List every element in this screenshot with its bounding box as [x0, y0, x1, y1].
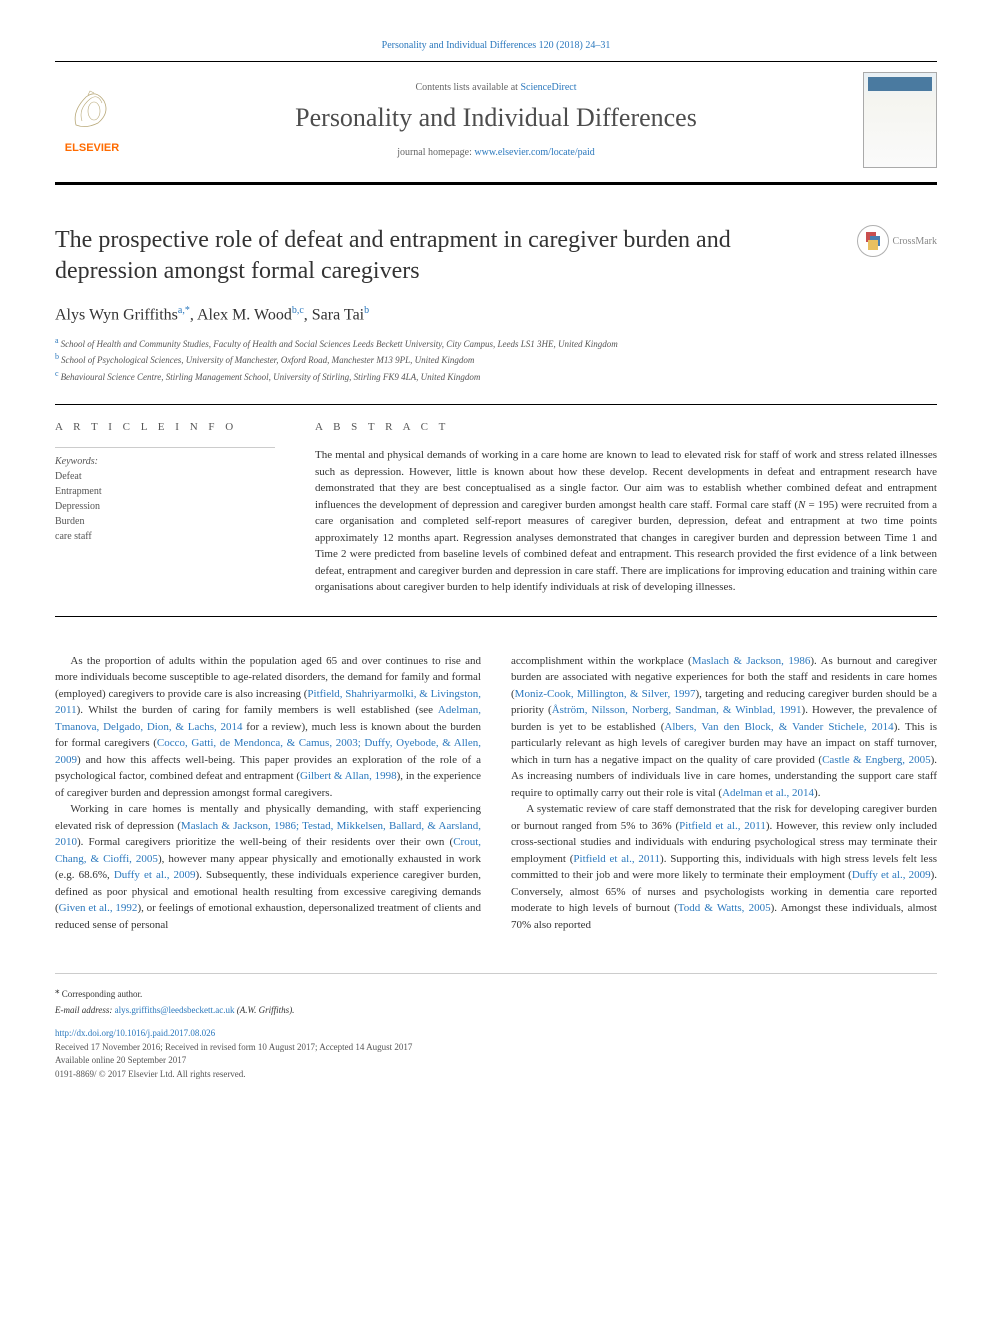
citation-link[interactable]: Albers, Van den Block, & Vander Stichele… [664, 721, 893, 733]
citation-link[interactable]: Pitfield et al., 2011 [573, 853, 660, 865]
affiliation-line: aSchool of Health and Community Studies,… [55, 335, 937, 352]
crossmark-icon [857, 225, 889, 257]
citation-link[interactable]: Duffy et al., 2009 [114, 869, 196, 881]
article-footer: ⁎ Corresponding author. E-mail address: … [55, 973, 937, 1081]
journal-cover-thumbnail [863, 72, 937, 168]
corresponding-author-note: ⁎ Corresponding author. [55, 984, 937, 1002]
citation-link[interactable]: Castle & Engberg, 2005 [822, 754, 930, 766]
citation-link[interactable]: Åström, Nilsson, Norberg, Sandman, & Win… [552, 704, 802, 716]
journal-name: Personality and Individual Differences [149, 103, 843, 133]
corresponding-email-link[interactable]: alys.griffiths@leedsbeckett.ac.uk [115, 1005, 235, 1015]
crossmark-label: CrossMark [893, 236, 937, 247]
crossmark-badge[interactable]: CrossMark [857, 225, 937, 257]
journal-citation-top: Personality and Individual Differences 1… [55, 40, 937, 51]
citation-link[interactable]: Given et al., 1992 [59, 902, 138, 914]
keyword: Burden [55, 514, 275, 529]
authors-line: Alys Wyn Griffithsa,*, Alex M. Woodb,c, … [55, 305, 937, 324]
citation-link[interactable]: Todd & Watts, 2005 [678, 902, 771, 914]
citation-link[interactable]: Pitfield, Shahriyarmolki, & Livingston, … [55, 688, 481, 717]
body-text: As the proportion of adults within the p… [55, 653, 937, 934]
citation-link[interactable]: Maslach & Jackson, 1986 [692, 655, 811, 667]
journal-homepage-link[interactable]: www.elsevier.com/locate/paid [474, 147, 594, 158]
publication-dates: Received 17 November 2016; Received in r… [55, 1041, 937, 1055]
available-online: Available online 20 September 2017 [55, 1054, 937, 1068]
keywords-label: Keywords: [55, 447, 275, 467]
sciencedirect-link[interactable]: ScienceDirect [520, 82, 576, 93]
article-info-heading: A R T I C L E I N F O [55, 421, 275, 433]
keyword: Depression [55, 499, 275, 514]
citation-link[interactable]: Cocco, Gatti, de Mendonca, & Camus, 2003… [55, 737, 481, 766]
citation-link[interactable]: Maslach & Jackson, 1986; Testad, Mikkels… [55, 820, 481, 849]
abstract-text: The mental and physical demands of worki… [315, 447, 937, 596]
citation-link[interactable]: Duffy et al., 2009 [852, 869, 931, 881]
keyword: Defeat [55, 469, 275, 484]
elsevier-logo: ELSEVIER [55, 81, 129, 159]
email-line: E-mail address: alys.griffiths@leedsbeck… [55, 1004, 937, 1018]
article-info-section: A R T I C L E I N F O Keywords: DefeatEn… [55, 421, 275, 596]
citation-link[interactable]: Adelman et al., 2014 [722, 787, 814, 799]
journal-header-box: ELSEVIER Contents lists available at Sci… [55, 61, 937, 185]
citation-link[interactable]: Adelman, Tmanova, Delgado, Dion, & Lachs… [55, 704, 481, 733]
copyright-line: 0191-8869/ © 2017 Elsevier Ltd. All righ… [55, 1068, 937, 1082]
citation-link[interactable]: Pitfield et al., 2011 [679, 820, 766, 832]
abstract-section: A B S T R A C T The mental and physical … [315, 421, 937, 596]
svg-text:ELSEVIER: ELSEVIER [65, 142, 119, 154]
abstract-heading: A B S T R A C T [315, 421, 937, 433]
article-title: The prospective role of defeat and entra… [55, 225, 827, 287]
doi-link[interactable]: http://dx.doi.org/10.1016/j.paid.2017.08… [55, 1027, 937, 1041]
citation-link[interactable]: Gilbert & Allan, 1998 [300, 770, 397, 782]
journal-homepage-line: journal homepage: www.elsevier.com/locat… [149, 147, 843, 158]
citation-link[interactable]: Crout, Chang, & Cioffi, 2005 [55, 836, 481, 865]
contents-available-line: Contents lists available at ScienceDirec… [149, 82, 843, 93]
citation-link[interactable]: Moniz-Cook, Millington, & Silver, 1997 [515, 688, 696, 700]
affiliation-line: cBehavioural Science Centre, Stirling Ma… [55, 368, 937, 385]
keyword: Entrapment [55, 484, 275, 499]
keyword: care staff [55, 529, 275, 544]
affiliations: aSchool of Health and Community Studies,… [55, 335, 937, 385]
affiliation-line: bSchool of Psychological Sciences, Unive… [55, 351, 937, 368]
